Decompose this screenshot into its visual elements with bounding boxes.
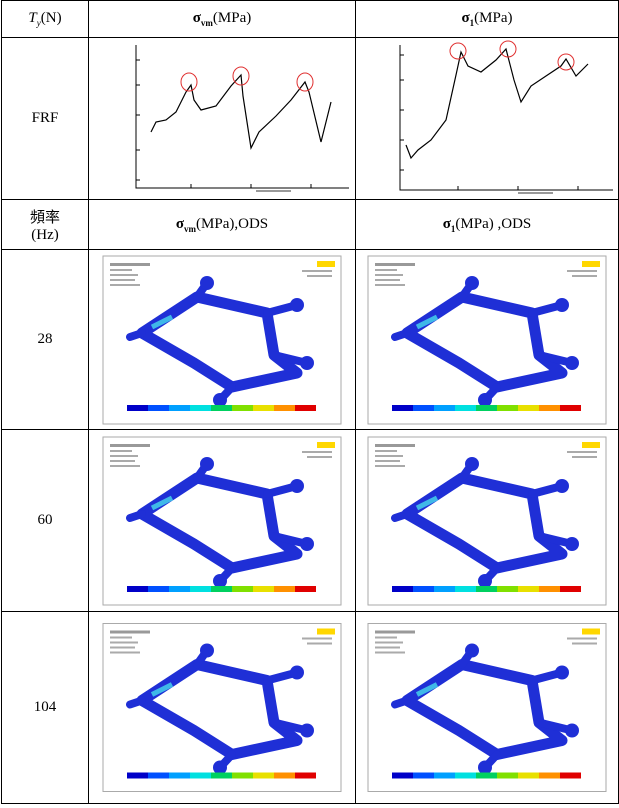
results-table: Ty(N) σvm(MPa) σ1(MPa) FRF 頻率(Hz) σvm(MP… bbox=[1, 0, 619, 804]
header-line: (Hz) bbox=[31, 227, 58, 243]
fea-cell bbox=[356, 612, 619, 804]
frequency: 104 bbox=[2, 612, 89, 804]
frequency: 60 bbox=[2, 430, 89, 612]
fea-cell bbox=[89, 612, 356, 804]
suffix: (N) bbox=[41, 10, 62, 26]
frequency-row: 60 bbox=[2, 430, 619, 612]
frf-plot bbox=[91, 40, 353, 198]
fea-cell bbox=[89, 430, 356, 612]
suffix: (MPa) bbox=[474, 10, 512, 26]
header-cell: Ty(N) bbox=[2, 1, 89, 38]
frf-plot-cell bbox=[89, 38, 356, 200]
header-cell: σ1(MPa) bbox=[356, 1, 619, 38]
symbol: σ bbox=[176, 216, 184, 232]
header-cell: σ1(MPa) ,ODS bbox=[356, 200, 619, 250]
fea-cell bbox=[89, 250, 356, 430]
fea-image bbox=[367, 255, 607, 425]
suffix: (MPa) ,ODS bbox=[455, 216, 531, 232]
frequency-row: 104 bbox=[2, 612, 619, 804]
fea-image bbox=[102, 436, 342, 606]
ods-header-row: 頻率(Hz) σvm(MPa),ODS σ1(MPa) ,ODS bbox=[2, 200, 619, 250]
suffix: (MPa) bbox=[213, 10, 251, 26]
fea-image bbox=[367, 620, 607, 795]
row-label: FRF bbox=[2, 38, 89, 200]
header-cell: σvm(MPa),ODS bbox=[89, 200, 356, 250]
symbol: σ bbox=[193, 10, 201, 26]
header-cell: 頻率(Hz) bbox=[2, 200, 89, 250]
fea-image bbox=[102, 255, 342, 425]
fea-cell bbox=[356, 250, 619, 430]
frequency-row: 28 bbox=[2, 250, 619, 430]
header-cell: σvm(MPa) bbox=[89, 1, 356, 38]
symbol: T bbox=[28, 10, 36, 26]
subscript: vm bbox=[184, 224, 196, 234]
fea-cell bbox=[356, 430, 619, 612]
fea-image bbox=[102, 620, 342, 795]
frf-row: FRF bbox=[2, 38, 619, 200]
frf-plot-cell bbox=[356, 38, 619, 200]
suffix: (MPa),ODS bbox=[196, 216, 268, 232]
frequency: 28 bbox=[2, 250, 89, 430]
header-row: Ty(N) σvm(MPa) σ1(MPa) bbox=[2, 1, 619, 38]
header-line: 頻率 bbox=[30, 210, 60, 226]
symbol: σ bbox=[462, 10, 470, 26]
frf-plot bbox=[358, 40, 616, 198]
subscript: vm bbox=[201, 18, 213, 28]
fea-image bbox=[367, 436, 607, 606]
symbol: σ bbox=[443, 216, 451, 232]
page: Ty(N) σvm(MPa) σ1(MPa) FRF 頻率(Hz) σvm(MP… bbox=[0, 0, 619, 808]
